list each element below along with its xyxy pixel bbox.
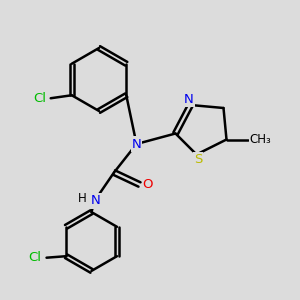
- Text: N: N: [91, 194, 101, 208]
- Text: N: N: [184, 93, 194, 106]
- Text: Cl: Cl: [28, 251, 42, 264]
- Text: H: H: [77, 191, 86, 205]
- Text: S: S: [194, 153, 202, 167]
- Text: CH₃: CH₃: [250, 133, 271, 146]
- Text: O: O: [143, 178, 153, 191]
- Text: N: N: [132, 137, 141, 151]
- Text: Cl: Cl: [33, 92, 46, 105]
